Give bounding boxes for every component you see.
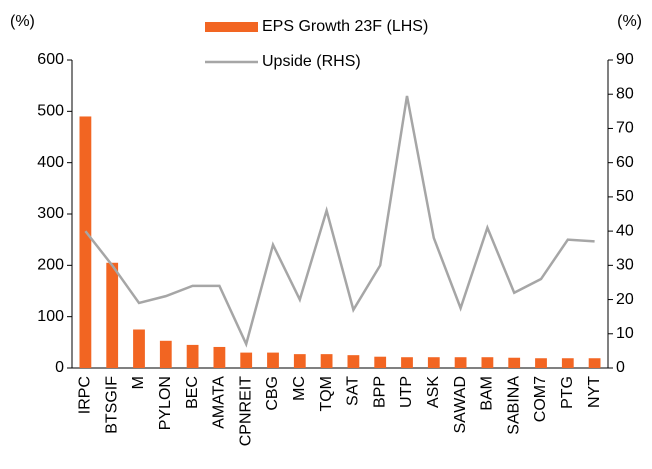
y-tick-label: 300 [37,205,64,222]
y2-tick-label: 60 [616,154,634,171]
x-tick-label: BAM [479,376,496,411]
bar [79,116,92,368]
x-tick-label: AMATA [211,376,228,429]
bar [159,340,172,368]
x-tick-label: UTP [398,376,415,408]
bar [481,357,494,368]
x-tick-label: SAT [345,376,362,406]
bar [320,354,333,368]
x-tick-label: PTG [559,376,576,409]
bar [401,357,413,368]
x-tick-label: M [130,376,147,389]
bar [293,354,306,368]
y2-tick-label: 90 [616,51,634,68]
x-tick-label: CPNREIT [237,376,254,446]
x-tick-label: SAWAD [452,376,469,433]
x-tick-label: TQM [318,376,335,412]
y2-tick-label: 40 [616,222,634,239]
y2-tick-label: 20 [616,291,634,308]
x-tick-label: CBG [264,376,281,411]
y2-tick-label: 0 [616,359,625,376]
bar [588,358,601,368]
y2-tick-label: 70 [616,120,634,137]
legend-swatch [205,22,258,32]
bar [133,329,145,368]
x-tick-label: NYT [586,376,603,408]
bar [374,356,387,368]
x-tick-label: ASK [425,376,442,408]
legend-label: EPS Growth 23F (LHS) [262,18,428,35]
y-axis-label: (%) [10,13,35,30]
line [84,95,595,348]
y2-tick-label: 50 [616,188,634,205]
bar [106,262,119,368]
bar [535,358,547,368]
x-tick-label: PYLON [157,376,174,430]
x-tick-label: BPP [371,376,388,408]
y2-tick-label: 30 [616,257,634,274]
bar [240,352,253,368]
bar [347,355,360,368]
x-tick-label: BEC [184,376,201,409]
x-tick-label: IRPC [77,376,94,414]
bar [186,344,199,368]
bar [454,357,467,368]
legend-label: Upside (RHS) [262,53,361,70]
bar [508,357,521,368]
bar [267,352,279,368]
x-tick-label: COM7 [532,376,549,422]
y2-tick-label: 80 [616,85,634,102]
y-tick-label: 0 [55,359,64,376]
y-tick-label: 200 [37,257,64,274]
x-tick-label: BTSGIF [103,376,120,434]
y-tick-label: 600 [37,51,64,68]
y-tick-label: 400 [37,154,64,171]
bar [427,357,440,368]
y-tick-label: 100 [37,308,64,325]
bar [213,346,226,368]
bar [561,358,574,368]
y2-axis-label: (%) [617,13,642,30]
x-tick-label: MC [291,376,308,401]
y-tick-label: 500 [37,103,64,120]
x-tick-label: SABINA [505,376,522,435]
y2-tick-label: 10 [616,325,634,342]
